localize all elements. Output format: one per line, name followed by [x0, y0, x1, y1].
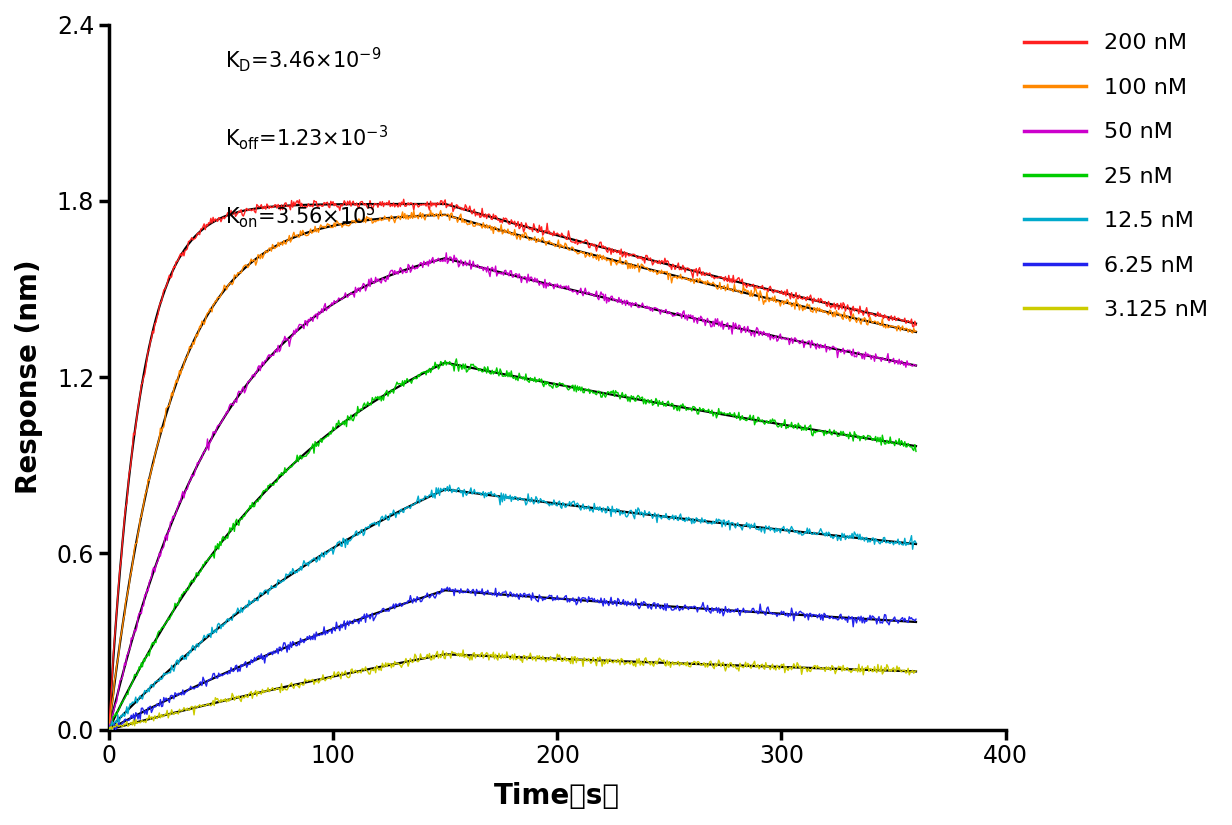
Text: K$_{\mathrm{off}}$=1.23×10$^{-3}$: K$_{\mathrm{off}}$=1.23×10$^{-3}$ — [225, 123, 388, 152]
X-axis label: Time（s）: Time（s） — [494, 782, 620, 810]
Y-axis label: Response (nm): Response (nm) — [15, 260, 43, 494]
Text: K$_{\mathrm{D}}$=3.46×10$^{-9}$: K$_{\mathrm{D}}$=3.46×10$^{-9}$ — [225, 45, 382, 74]
Text: K$_{\mathrm{on}}$=3.56×10$^{5}$: K$_{\mathrm{on}}$=3.56×10$^{5}$ — [225, 200, 377, 229]
Legend: 200 nM, 100 nM, 50 nM, 25 nM, 12.5 nM, 6.25 nM, 3.125 nM: 200 nM, 100 nM, 50 nM, 25 nM, 12.5 nM, 6… — [1015, 25, 1216, 329]
